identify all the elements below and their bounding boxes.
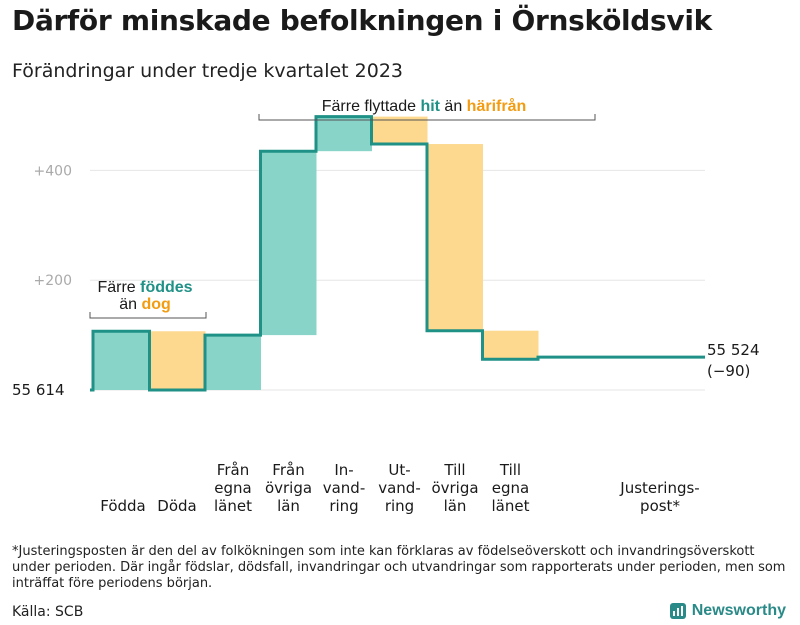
bars <box>94 116 539 390</box>
category-label: egna <box>214 479 251 497</box>
category-label: länet <box>214 497 252 515</box>
category-label: vand- <box>323 479 366 497</box>
waterfall-bar <box>94 331 150 390</box>
chart-subtitle: Förändringar under tredje kvartalet 2023 <box>12 60 404 82</box>
category-label: län <box>277 497 300 515</box>
annotation-born: Färre föddes <box>97 279 192 296</box>
y-tick-label: +400 <box>34 163 72 179</box>
category-label: Födda <box>100 497 146 515</box>
category-label: ring <box>385 497 414 515</box>
category-label: övriga <box>265 479 312 497</box>
category-label: Från <box>272 461 304 479</box>
annotation-bracket-moved <box>258 114 596 121</box>
logo-text: Newsworthy <box>691 602 786 619</box>
annotation-died: än dog <box>119 296 171 313</box>
gridlines: +200 +400 <box>34 163 705 391</box>
category-label: vand- <box>378 479 421 497</box>
category-label: Från <box>217 461 249 479</box>
category-label: Till <box>443 461 465 479</box>
category-label: Döda <box>157 497 196 515</box>
annotation-bracket-born <box>89 312 207 319</box>
waterfall-bar <box>149 331 206 390</box>
chart-title: Därför minskade befolkningen i Örnskölds… <box>12 4 712 37</box>
waterfall-bar <box>316 116 372 152</box>
category-label: Justerings- <box>619 479 699 497</box>
waterfall-bar <box>482 330 539 360</box>
category-label: län <box>444 497 467 515</box>
waterfall-bar <box>260 151 317 336</box>
bar-chart-icon <box>669 603 686 619</box>
end-value-label: 55 524 <box>707 341 760 359</box>
source-label: Källa: SCB <box>12 604 84 620</box>
footnote: *Justeringsposten är den del av folkökni… <box>12 544 786 591</box>
category-label: post* <box>640 497 680 515</box>
newsworthy-logo: Newsworthy <box>669 602 786 620</box>
waterfall-bar <box>205 335 261 390</box>
annotation-moved: Färre flyttade hit än härifrån <box>322 97 527 115</box>
waterfall-bar <box>427 144 483 331</box>
waterfall-bar <box>371 116 428 145</box>
end-change-label: (−90) <box>707 362 750 380</box>
category-label: ring <box>329 497 358 515</box>
category-label: länet <box>492 497 530 515</box>
category-label: Ut- <box>388 461 410 479</box>
y-tick-label: +200 <box>34 273 72 289</box>
running-total-line-path <box>90 115 705 392</box>
category-label: Till <box>499 461 521 479</box>
category-label: egna <box>492 479 529 497</box>
category-label: In- <box>334 461 353 479</box>
start-value-label: 55 614 <box>12 381 65 399</box>
category-label: övriga <box>431 479 478 497</box>
running-total-line <box>90 115 705 392</box>
